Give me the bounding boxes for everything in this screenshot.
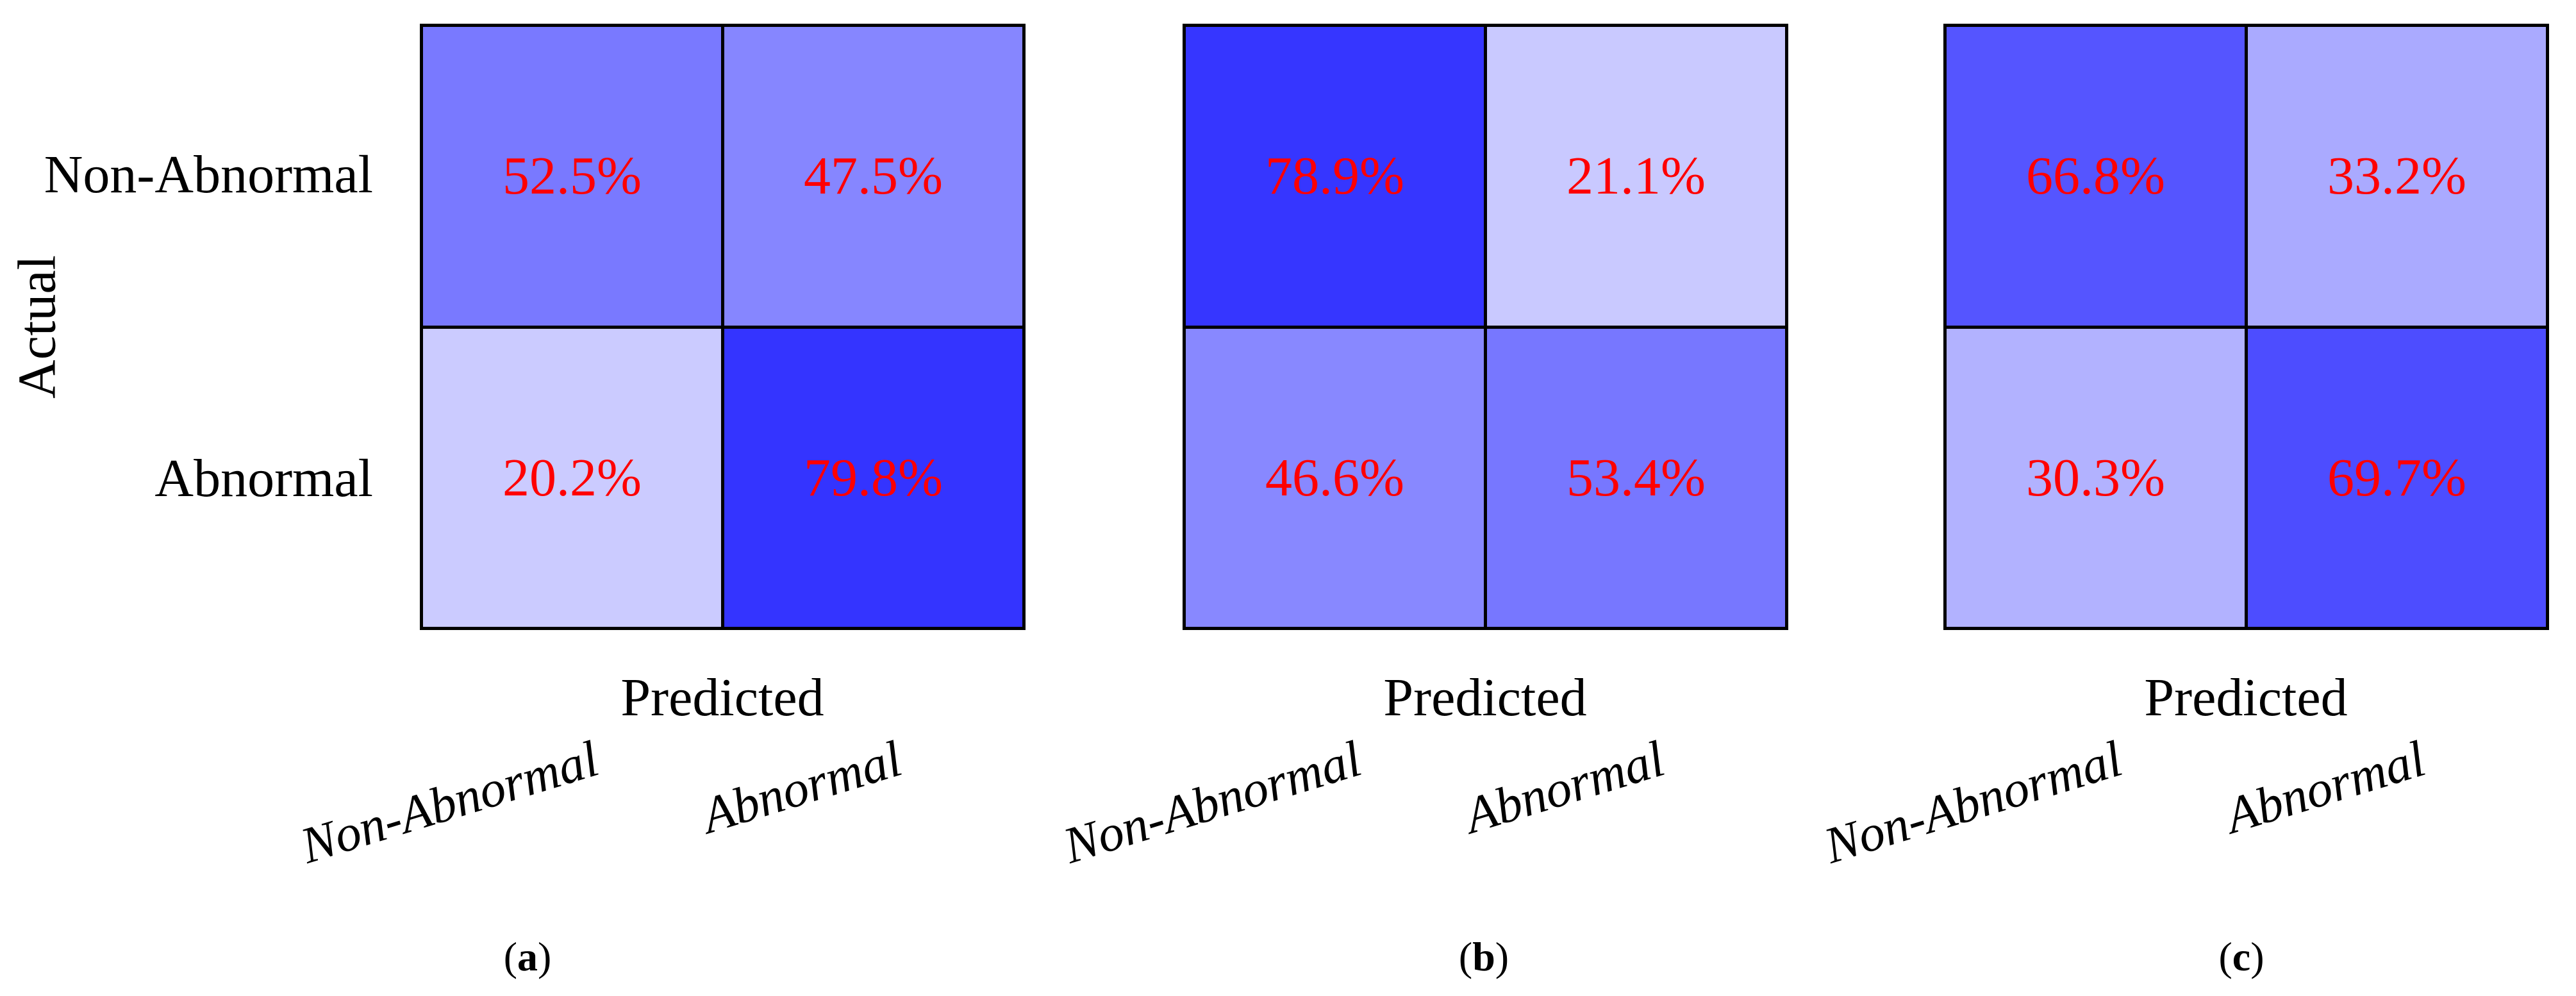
confusion-matrix-b: 78.9% 21.1% 46.6% 53.4% (1183, 24, 1788, 630)
x-tick-label-b-non-abnormal: Non-Abnormal (1057, 730, 1368, 875)
matrix-a-cell-r0c1: 47.5% (724, 27, 1022, 326)
caption-a-letter: a (517, 934, 538, 979)
caption-a-close-paren: ) (538, 934, 552, 979)
caption-b-open-paren: ( (1458, 934, 1473, 979)
matrix-c-cell-r1c1: 69.7% (2248, 328, 2546, 627)
confusion-matrix-a: 52.5% 47.5% 20.2% 79.8% (420, 24, 1026, 630)
matrix-c-cell-r0c1: 33.2% (2248, 27, 2546, 326)
matrix-b-cell-r0c1: 21.1% (1487, 27, 1785, 326)
matrix-a-cell-r0c0: 52.5% (423, 27, 721, 326)
caption-c-open-paren: ( (2218, 934, 2232, 979)
caption-c-close-paren: ) (2250, 934, 2264, 979)
y-tick-label-abnormal: Abnormal (154, 449, 373, 508)
caption-a-open-paren: ( (503, 934, 517, 979)
y-tick-label-non-abnormal: Non-Abnormal (44, 145, 373, 204)
x-tick-label-a-abnormal: Abnormal (695, 730, 908, 845)
y-axis-title: Actual (7, 255, 67, 399)
caption-b-close-paren: ) (1495, 934, 1509, 979)
matrix-b-cell-r1c0: 46.6% (1186, 328, 1484, 627)
matrix-a-cell-r1c1: 79.8% (724, 328, 1022, 627)
x-tick-label-c-non-abnormal: Non-Abnormal (1818, 730, 2129, 875)
caption-c-letter: c (2232, 934, 2251, 979)
caption-b-letter: b (1472, 934, 1495, 979)
x-tick-label-a-non-abnormal: Non-Abnormal (294, 730, 605, 875)
x-axis-title-c: Predicted (2144, 668, 2348, 727)
subfigure-caption-c: (c) (2145, 933, 2338, 981)
x-axis-title-b: Predicted (1383, 668, 1587, 727)
matrix-a-cell-r1c0: 20.2% (423, 328, 721, 627)
matrix-c-cell-r0c0: 66.8% (1947, 27, 2245, 326)
matrix-c-cell-r1c0: 30.3% (1947, 328, 2245, 627)
subfigure-caption-a: (a) (431, 933, 624, 981)
x-axis-title-a: Predicted (620, 668, 824, 727)
x-tick-label-b-abnormal: Abnormal (1458, 730, 1671, 845)
confusion-matrix-c: 66.8% 33.2% 30.3% 69.7% (1943, 24, 2549, 630)
matrix-b-cell-r0c0: 78.9% (1186, 27, 1484, 326)
x-tick-label-c-abnormal: Abnormal (2219, 730, 2432, 845)
matrix-b-cell-r1c1: 53.4% (1487, 328, 1785, 627)
subfigure-caption-b: (b) (1388, 933, 1580, 981)
